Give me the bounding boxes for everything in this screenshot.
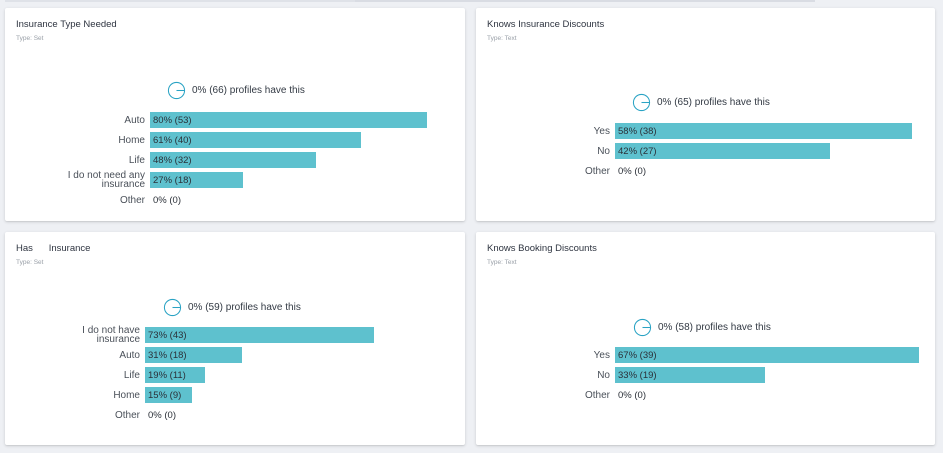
bar-row-no[interactable]: No 42% (27)	[476, 143, 935, 159]
bar-label: Other	[584, 389, 610, 401]
bar-value: 0% (0)	[618, 165, 646, 177]
top-divider-left	[5, 0, 463, 2]
bar-row-no[interactable]: No 33% (19)	[476, 367, 935, 383]
bar[interactable]	[615, 347, 919, 363]
bar-label: No	[597, 369, 610, 381]
bar[interactable]	[150, 112, 427, 128]
bar-value: 48% (32)	[153, 154, 192, 166]
top-divider-right	[355, 0, 815, 2]
bar-value: 0% (0)	[618, 389, 646, 401]
bar-row-yes[interactable]: Yes 58% (38)	[476, 123, 935, 139]
bar-label: Auto	[119, 349, 140, 361]
card-title: Has Insurance	[16, 243, 91, 254]
bar-value: 0% (0)	[153, 194, 181, 206]
bar-value: 80% (53)	[153, 114, 192, 126]
bar-value: 27% (18)	[153, 174, 192, 186]
card-type-label: Type: Text	[487, 35, 517, 42]
bar[interactable]	[150, 152, 316, 168]
summary-text: 0% (59) profiles have this	[188, 302, 301, 313]
bar-label: I do not have insurance	[82, 325, 140, 345]
insurance-type-needed-card: Insurance Type Needed Type: Set 0% (66) pr…	[5, 8, 465, 221]
bar-value: 33% (19)	[618, 369, 657, 381]
profiles-summary: 0% (59) profiles have this	[163, 298, 301, 317]
bar-row-other[interactable]: Other 0% (0)	[5, 192, 465, 208]
bar[interactable]	[615, 367, 765, 383]
card-type-label: Type: Set	[16, 35, 44, 42]
profiles-summary: 0% (66) profiles have this	[167, 81, 305, 100]
bar-label: Home	[118, 134, 145, 146]
bar-value: 73% (43)	[148, 329, 187, 341]
bar[interactable]	[145, 347, 242, 363]
knows-booking-discounts-card: Knows Booking Discounts Type: Text 0% (58)…	[476, 232, 935, 445]
bar-value: 61% (40)	[153, 134, 192, 146]
bar-row-i-do-not-need-any-insurance[interactable]: I do not need any insurance 27% (18)	[5, 170, 465, 190]
bar[interactable]	[615, 123, 912, 139]
summary-text: 0% (58) profiles have this	[658, 322, 771, 333]
bar-row-i-do-not-have-insurance[interactable]: I do not have insurance 73% (43)	[5, 325, 465, 345]
bar-value: 58% (38)	[618, 125, 657, 137]
bar-row-home[interactable]: Home 61% (40)	[5, 132, 465, 148]
bar-row-home[interactable]: Home 15% (9)	[5, 387, 465, 403]
bar-row-life[interactable]: Life 48% (32)	[5, 152, 465, 168]
bar-label: I do not need any insurance	[67, 170, 145, 190]
card-title: Knows Insurance Discounts	[487, 19, 605, 30]
pie-ring-icon	[167, 81, 186, 100]
bar-label: Life	[123, 369, 140, 381]
bar[interactable]	[150, 132, 361, 148]
has-insurance-card: Has Insurance Type: Set 0% (59) profiles h…	[5, 232, 465, 445]
bar-row-auto[interactable]: Auto 31% (18)	[5, 347, 465, 363]
summary-text: 0% (65) profiles have this	[657, 97, 770, 108]
bar-label: Life	[128, 154, 145, 166]
bar-row-other[interactable]: Other 0% (0)	[476, 387, 935, 403]
profiles-summary: 0% (58) profiles have this	[633, 318, 771, 337]
card-title: Knows Booking Discounts	[487, 243, 597, 254]
bar-value: 0% (0)	[148, 409, 176, 421]
bar[interactable]	[145, 387, 192, 403]
bar-value: 31% (18)	[148, 349, 187, 361]
bar-value: 15% (9)	[148, 389, 182, 401]
summary-text: 0% (66) profiles have this	[192, 85, 305, 96]
knows-insurance-discounts-card: Knows Insurance Discounts Type: Text 0% (6…	[476, 8, 935, 221]
bar[interactable]	[150, 172, 243, 188]
bar-value: 19% (11)	[148, 369, 186, 381]
bar[interactable]	[615, 143, 830, 159]
pie-ring-icon	[633, 318, 652, 337]
bar-label: No	[597, 145, 610, 157]
bar-value: 67% (39)	[618, 349, 657, 361]
card-type-label: Type: Set	[16, 259, 44, 266]
bar-label: Other	[119, 194, 145, 206]
bar-label: Other	[584, 165, 610, 177]
bar-label: Auto	[124, 114, 145, 126]
profiles-summary: 0% (65) profiles have this	[632, 93, 770, 112]
bar[interactable]	[145, 327, 374, 343]
pie-ring-icon	[163, 298, 182, 317]
bar-row-other[interactable]: Other 0% (0)	[5, 407, 465, 423]
bar[interactable]	[145, 367, 205, 383]
card-type-label: Type: Text	[487, 259, 517, 266]
bar-label: Other	[114, 409, 140, 421]
card-title: Insurance Type Needed	[16, 19, 117, 30]
bar-row-other[interactable]: Other 0% (0)	[476, 163, 935, 179]
bar-row-life[interactable]: Life 19% (11)	[5, 367, 465, 383]
bar-value: 42% (27)	[618, 145, 657, 157]
bar-row-auto[interactable]: Auto 80% (53)	[5, 112, 465, 128]
pie-ring-icon	[632, 93, 651, 112]
bar-label: Yes	[593, 125, 610, 137]
bar-label: Home	[113, 389, 140, 401]
bar-label: Yes	[593, 349, 610, 361]
bar-row-yes[interactable]: Yes 67% (39)	[476, 347, 935, 363]
